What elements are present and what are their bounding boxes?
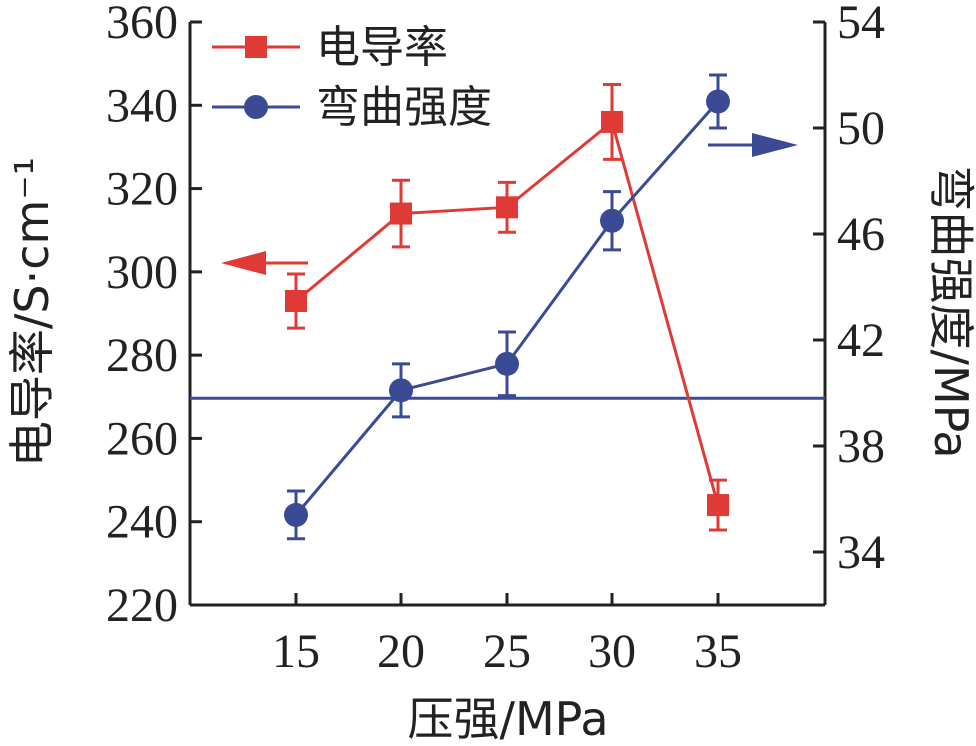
x-axis-title: 压强/MPa [407,692,608,746]
y-left-tick-label: 320 [106,163,178,216]
series-line [294,100,720,516]
y-right-tick-label: 46 [837,208,885,261]
y-right-tick-label: 50 [837,102,885,155]
y-left-axis-title: 电导率/S·cm⁻¹ [5,157,59,467]
data-point-circle [284,502,308,527]
legend-label: 弯曲强度 [316,82,492,133]
y-right-tick-label: 34 [837,526,885,579]
y-right-axis-title: 弯曲强度/MPa [924,165,976,458]
x-tick-label: 35 [694,625,742,678]
data-point-square [707,494,729,517]
tick-layer: 220 240 260 280 300 320 340 360 34 38 42 46 50 54 15 20… [106,0,885,678]
arrow-head-right [752,133,798,157]
y-right-tick-label: 54 [837,0,885,49]
x-tick-label: 30 [588,625,636,678]
legend-label: 电导率 [316,22,448,73]
x-tick-label: 25 [483,625,531,678]
data-point-square [496,196,518,219]
arrow-head-left [221,251,266,275]
legend-marker-square [245,36,267,58]
y-left-tick-label: 340 [106,79,178,132]
data-point-square [285,290,307,313]
y-left-tick-label: 300 [106,246,178,299]
y-left-tick-label: 220 [106,579,178,632]
y-left-tick-label: 240 [106,496,178,549]
arrow-layer [221,133,798,275]
data-point-square [601,110,623,133]
data-point-circle [389,378,413,403]
data-point-circle [600,208,624,233]
y-left-tick-label: 360 [106,0,178,49]
data-point-square [390,202,412,225]
y-left-tick-label: 280 [106,329,178,382]
y-right-tick-label: 42 [837,314,885,367]
series-line [295,119,720,506]
y-right-tick-label: 38 [837,420,885,473]
legend-marker-circle [244,95,268,119]
y-left-tick-label: 260 [106,412,178,465]
data-point-circle [495,351,519,376]
x-tick-label: 15 [272,625,320,678]
x-tick-label: 20 [377,625,425,678]
data-point-circle [706,89,730,114]
series-layer [284,73,730,541]
